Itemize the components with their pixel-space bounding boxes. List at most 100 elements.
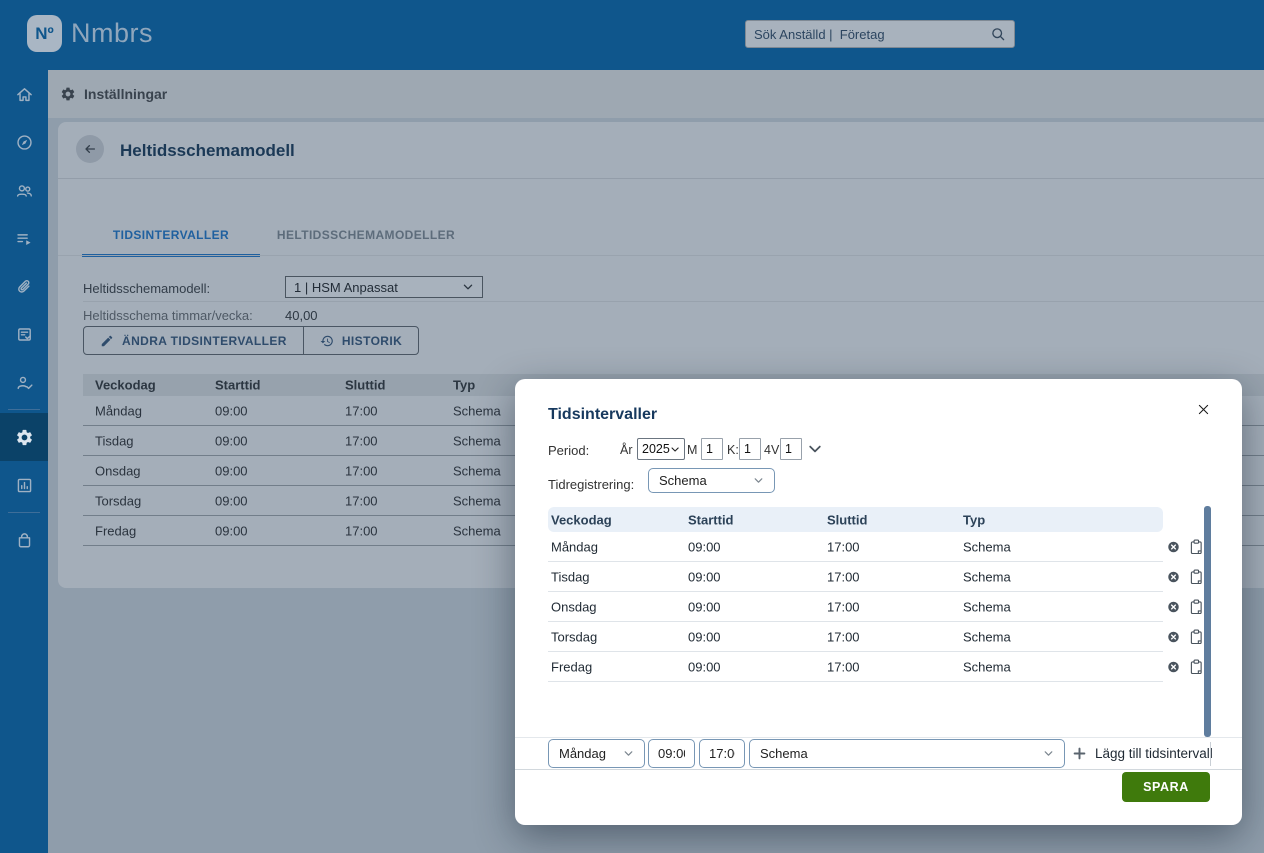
clipboard-check-icon	[15, 325, 34, 344]
copy-row-icon[interactable]	[1190, 539, 1203, 555]
bag-icon	[15, 531, 34, 550]
delete-row-icon[interactable]	[1166, 539, 1181, 554]
col-starttid: Starttid	[688, 512, 734, 527]
period-expand-chevron-icon[interactable]	[807, 441, 823, 457]
tab-tidsintervaller[interactable]: TIDSINTERVALLER	[82, 214, 260, 255]
time-registration-select[interactable]: Schema	[648, 468, 775, 493]
add-day-select[interactable]: Måndag	[548, 739, 645, 768]
delete-row-icon[interactable]	[1166, 569, 1181, 584]
delete-row-icon[interactable]	[1166, 599, 1181, 614]
col-veckodag: Veckodag	[551, 512, 612, 527]
copy-row-icon[interactable]	[1190, 659, 1203, 675]
cell-start: 09:00	[688, 599, 721, 614]
list-play-icon	[15, 229, 34, 248]
edit-time-intervals-button[interactable]: ÄNDRA TIDSINTERVALLER	[84, 327, 303, 354]
year-select[interactable]: 2025	[637, 438, 685, 460]
history-button[interactable]: HISTORIK	[304, 327, 418, 354]
fourweek-input[interactable]	[780, 438, 802, 460]
arrow-left-icon	[82, 141, 98, 157]
action-button-group: ÄNDRA TIDSINTERVALLER HISTORIK	[83, 326, 419, 355]
dialog-table-row: Måndag09:0017:00Schema	[548, 532, 1163, 562]
search-icon[interactable]	[990, 26, 1006, 42]
home-icon	[15, 85, 34, 104]
gear-icon	[60, 86, 76, 102]
dialog-title: Tidsintervaller	[548, 406, 657, 424]
sidebar-divider	[8, 512, 40, 513]
cell-day: Onsdag	[551, 599, 597, 614]
sidebar-item-checklist[interactable]	[0, 310, 48, 358]
chevron-down-icon	[670, 444, 680, 455]
top-bar: Nº Nmbrs	[0, 0, 1264, 70]
period-label: Period:	[548, 443, 589, 458]
dialog-scrollbar[interactable]	[1204, 506, 1211, 737]
tidsintervaller-dialog: Tidsintervaller Period: År : 2025 M : K:…	[515, 379, 1242, 825]
hours-label: Heltidsschema timmar/vecka:	[83, 308, 253, 323]
hours-value: 40,00	[285, 308, 318, 323]
settings-header-title: Inställningar	[84, 86, 167, 102]
model-label: Heltidsschemamodell:	[83, 281, 210, 296]
model-select[interactable]: 1 | HSM Anpassat	[285, 276, 483, 298]
cell-start: 09:00	[688, 659, 721, 674]
cell-day: Tisdag	[95, 433, 134, 448]
dialog-table-row: Torsdag09:0017:00Schema	[548, 622, 1163, 652]
copy-row-icon[interactable]	[1190, 599, 1203, 615]
tabs-divider	[58, 255, 1264, 256]
month-input[interactable]	[701, 438, 723, 460]
col-typ: Typ	[453, 378, 475, 393]
cell-day: Torsdag	[95, 493, 141, 508]
add-type-value: Schema	[760, 746, 808, 761]
add-type-select[interactable]: Schema	[749, 739, 1065, 768]
cell-start: 09:00	[688, 539, 721, 554]
chevron-down-icon	[1043, 748, 1054, 759]
dialog-table-row: Fredag09:0017:00Schema	[548, 652, 1163, 682]
cell-type: Schema	[963, 629, 1011, 644]
person-check-icon	[15, 373, 34, 392]
history-icon	[320, 334, 334, 348]
history-button-label: HISTORIK	[342, 334, 402, 348]
add-start-input[interactable]	[648, 739, 695, 768]
toolbar-divider	[1210, 742, 1211, 766]
users-icon	[15, 181, 34, 200]
cell-start: 09:00	[215, 463, 248, 478]
compass-icon	[15, 133, 34, 152]
cell-day: Fredag	[551, 659, 592, 674]
copy-row-icon[interactable]	[1190, 629, 1203, 645]
nmbrs-logo-icon: Nº	[27, 15, 62, 52]
col-veckodag: Veckodag	[95, 378, 156, 393]
sidebar-item-settings[interactable]	[0, 413, 48, 461]
year-select-value: 2025	[642, 442, 670, 456]
quarter-input[interactable]	[739, 438, 761, 460]
sidebar-item-explore[interactable]	[0, 118, 48, 166]
close-icon[interactable]	[1194, 402, 1212, 420]
add-day-value: Måndag	[559, 746, 606, 761]
back-button[interactable]	[76, 135, 104, 163]
sidebar-item-statistics[interactable]	[0, 461, 48, 509]
sidebar-item-home[interactable]	[0, 70, 48, 118]
sidebar-item-employees[interactable]	[0, 166, 48, 214]
cell-end: 17:00	[345, 523, 378, 538]
copy-row-icon[interactable]	[1190, 569, 1203, 585]
cell-type: Schema	[963, 599, 1011, 614]
cell-type: Schema	[963, 659, 1011, 674]
pencil-icon	[100, 334, 114, 348]
time-registration-label: Tidregistrering:	[548, 477, 634, 492]
sidebar-item-approvals[interactable]	[0, 358, 48, 406]
delete-row-icon[interactable]	[1166, 659, 1181, 674]
col-typ: Typ	[963, 512, 985, 527]
nmbrs-logo[interactable]: Nº Nmbrs	[27, 15, 153, 52]
sidebar-item-attachments[interactable]	[0, 262, 48, 310]
cell-day: Tisdag	[551, 569, 590, 584]
cell-type: Schema	[453, 463, 501, 478]
add-interval-button[interactable]: Lägg till tidsintervall	[1072, 739, 1213, 768]
cell-start: 09:00	[215, 403, 248, 418]
divider	[58, 178, 1264, 179]
cell-end: 17:00	[827, 539, 860, 554]
sidebar-item-company[interactable]	[0, 516, 48, 564]
sidebar-item-tasks[interactable]	[0, 214, 48, 262]
add-end-input[interactable]	[699, 739, 745, 768]
tab-heltidsschemamodeller[interactable]: HELTIDSSCHEMAMODELLER	[260, 214, 472, 255]
save-button[interactable]: SPARA	[1122, 772, 1210, 802]
search-input[interactable]	[746, 21, 990, 47]
delete-row-icon[interactable]	[1166, 629, 1181, 644]
cell-type: Schema	[453, 523, 501, 538]
